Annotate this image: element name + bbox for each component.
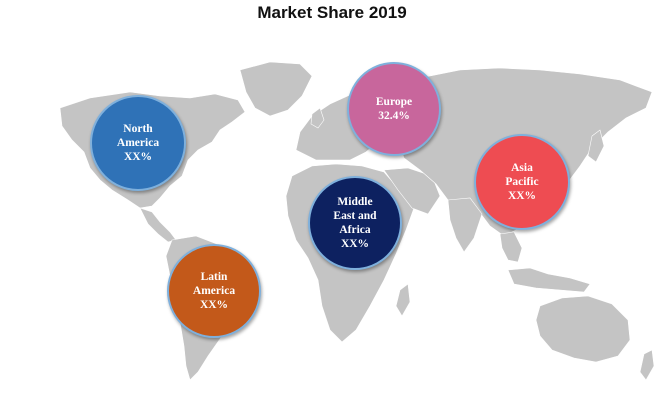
latin-america-label-line2: America (192, 285, 236, 297)
north-america-label-line2: America (116, 137, 160, 149)
europe-bubble: Europe 32.4% (347, 62, 441, 156)
india-landmass (447, 197, 483, 253)
asia-pacific-label-line2: Pacific (505, 176, 539, 188)
latin-america-value: XX% (199, 299, 229, 311)
north-america-value: XX% (123, 151, 153, 163)
chart-title: Market Share 2019 (257, 3, 407, 22)
asia-pacific-bubble: Asia Pacific XX% (474, 134, 570, 230)
indonesia-landmass (507, 267, 591, 293)
asia-pacific-label-line1: Asia (511, 162, 533, 174)
madagascar-landmass (395, 283, 411, 317)
middle-east-africa-label-line1: Middle (337, 196, 373, 208)
middle-east-africa-label-line2: East and (333, 210, 377, 222)
middle-east-africa-bubble: Middle East and Africa XX% (308, 176, 402, 270)
australia-landmass (535, 295, 631, 363)
japan-landmass (587, 129, 605, 163)
southeast-asia-landmass (499, 231, 523, 263)
europe-value: 32.4% (378, 110, 410, 122)
greenland-landmass (239, 61, 313, 117)
latin-america-label-line1: Latin (200, 271, 228, 283)
europe-label: Europe (375, 96, 413, 108)
asia-pacific-value: XX% (507, 190, 537, 202)
central-america-landmass (139, 207, 177, 243)
latin-america-bubble: Latin America XX% (167, 244, 261, 338)
north-america-label-line1: North (123, 123, 153, 135)
uk-landmass (310, 107, 325, 129)
north-america-bubble: North America XX% (90, 95, 186, 191)
arabia-landmass (383, 167, 441, 215)
middle-east-africa-label-line3: Africa (339, 224, 371, 236)
middle-east-africa-value: XX% (340, 238, 370, 250)
new-zealand-landmass (639, 349, 655, 381)
